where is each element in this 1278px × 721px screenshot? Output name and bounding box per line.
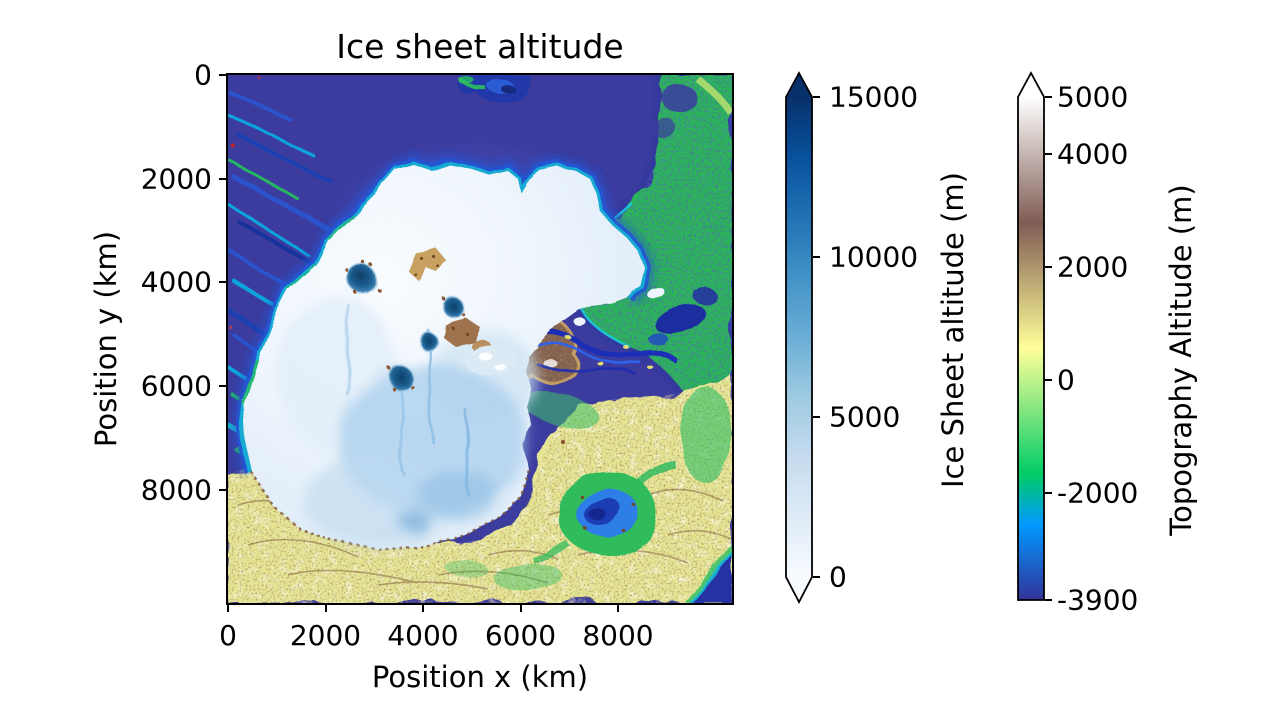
canyon-lines — [521, 289, 718, 375]
colorbar-topo-tick — [1045, 153, 1052, 155]
colorbar-ice-tick-label: 0 — [829, 560, 847, 594]
y-tick-label: 6000 — [140, 369, 212, 403]
ice-summit-spots — [347, 264, 465, 391]
colorbar-ice-axis-label: Ice Sheet altitude (m) — [936, 172, 970, 488]
colorbar-topo-tick-label: 2000 — [1057, 250, 1129, 284]
x-tick-label: 8000 — [582, 619, 654, 652]
x-tick-label: 6000 — [484, 619, 557, 652]
colorbar-ice-gradient — [786, 97, 812, 577]
basin-rim-specks — [578, 493, 636, 532]
y-tick-mark — [219, 178, 226, 180]
x-tick-label: 0 — [219, 619, 237, 652]
colorbar-topo-tick-label: 4000 — [1057, 137, 1129, 171]
x-tick-mark — [422, 605, 424, 612]
top-edge-crater — [456, 75, 531, 103]
ice-sheet — [244, 165, 644, 550]
y-tick-mark — [219, 385, 226, 387]
colorbar-ice-tick — [813, 96, 820, 98]
colorbar-topo-tick — [1045, 599, 1052, 601]
colorbar-ice-tick-label: 15000 — [829, 80, 919, 114]
map-image — [228, 75, 732, 603]
ice-edge-brown-speckle — [251, 469, 531, 550]
colorbar-topo-gradient — [1018, 97, 1044, 600]
corner-deep-patch — [683, 543, 732, 603]
colorbar-ice-tick-label: 5000 — [829, 400, 901, 434]
colorbar-topo-axis-label: Topography Altitude (m) — [1164, 184, 1198, 536]
colorbar-topo — [1017, 71, 1045, 601]
spot-rim-specks — [346, 261, 466, 390]
x-tick-label: 2000 — [289, 619, 362, 652]
circular-basin — [532, 461, 677, 565]
colorbar-topo-tick — [1045, 379, 1052, 381]
plot-title: Ice sheet altitude — [336, 27, 624, 66]
y-tick-label: 4000 — [140, 265, 212, 299]
y-tick-label: 2000 — [140, 162, 212, 196]
x-tick-mark — [617, 605, 619, 612]
colorbar-topo-tick — [1045, 492, 1052, 494]
x-tick-label: 4000 — [387, 619, 459, 652]
x-tick-mark — [324, 605, 327, 612]
plot-border — [226, 73, 734, 605]
colorbar-ice-outline — [785, 71, 813, 604]
colorbar-ice-upper-arrow — [786, 73, 812, 97]
colorbar-topo-outline — [1017, 71, 1045, 601]
ice-outliers — [574, 286, 664, 326]
nunatak-outcrops — [405, 244, 490, 351]
colorbar-topo-tick-label: -3900 — [1057, 583, 1139, 617]
colorbar-ice-tick — [813, 256, 820, 258]
colorbar-topo-tick-label: 5000 — [1057, 80, 1129, 114]
x-tick-mark — [519, 605, 522, 612]
y-tick-label: 8000 — [140, 473, 212, 507]
colorbar-ice-tick-label: 10000 — [829, 240, 919, 274]
y-tick-mark — [219, 74, 226, 76]
canyon-yellow-specks — [565, 335, 651, 367]
colorbar-topo-tick-label: 0 — [1057, 363, 1075, 397]
colorbar-ice-tick — [813, 576, 820, 578]
y-tick-mark — [219, 281, 226, 283]
colorbar-topo-tick-label: -2000 — [1057, 476, 1139, 510]
ice-mottled-patch — [464, 344, 516, 376]
x-axis-label: Position x (km) — [371, 660, 589, 694]
x-tick-mark — [227, 605, 229, 612]
y-tick-label: 0 — [194, 58, 212, 92]
colorbar-topo-upper-arrow — [1018, 73, 1044, 97]
colorbar-topo-tick — [1045, 96, 1052, 98]
colorbar-ice-lower-arrow — [786, 577, 812, 602]
highlands-region — [228, 375, 732, 603]
colorbar-ice-tick — [813, 416, 820, 418]
colorbar-ice — [785, 71, 813, 604]
y-axis-label: Position y (km) — [89, 230, 123, 448]
y-tick-mark — [219, 489, 226, 491]
colorbar-topo-tick — [1045, 266, 1052, 268]
